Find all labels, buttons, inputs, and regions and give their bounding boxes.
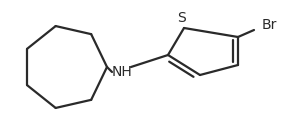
Text: Br: Br [262,18,277,32]
Text: NH: NH [112,65,132,79]
Text: S: S [177,11,185,25]
